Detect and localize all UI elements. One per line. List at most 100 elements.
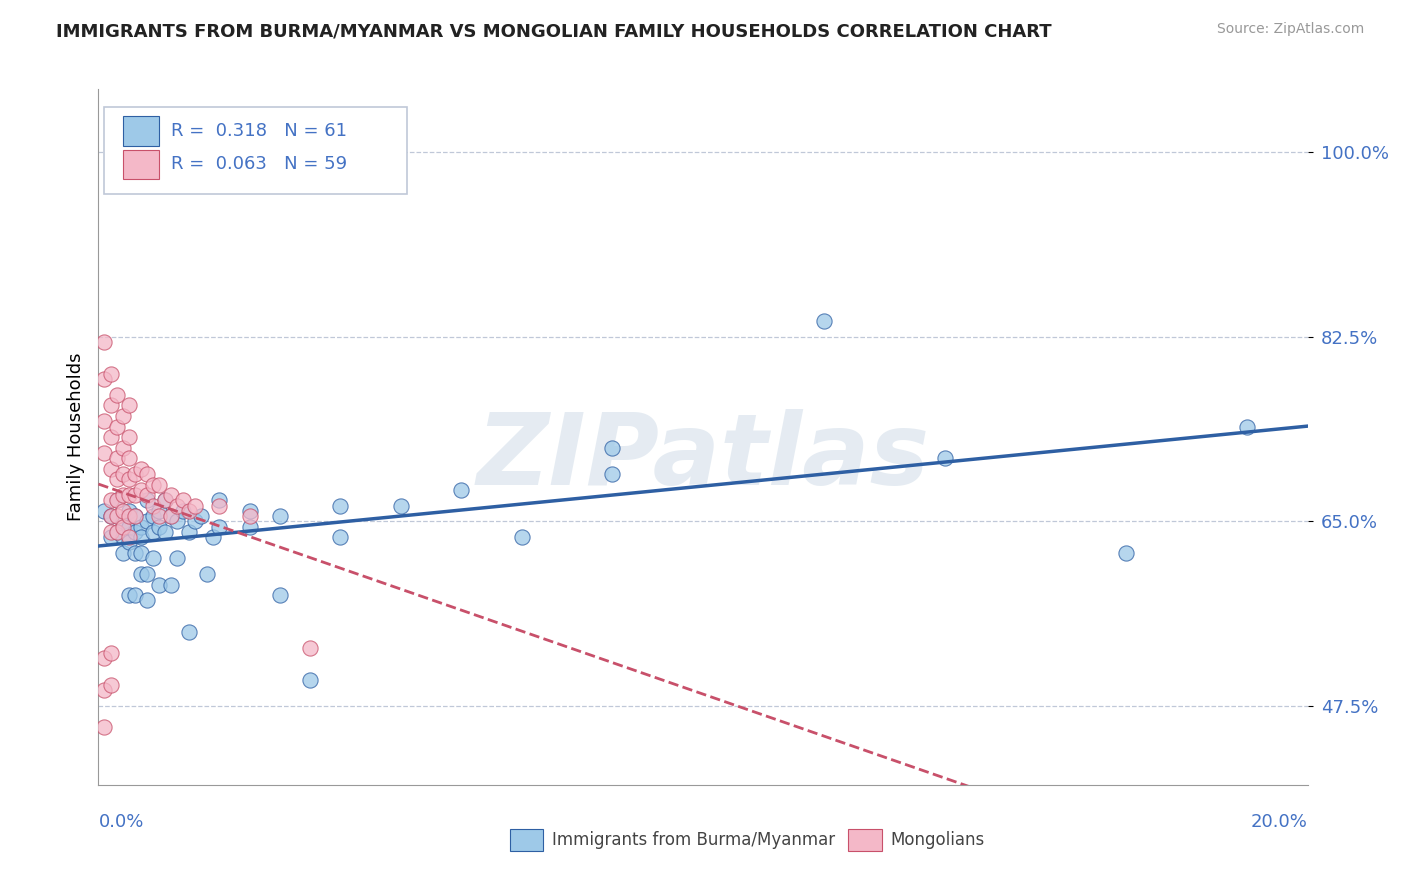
FancyBboxPatch shape bbox=[509, 829, 543, 851]
Point bbox=[100, 461, 122, 475]
Point bbox=[195, 567, 218, 582]
Point bbox=[111, 409, 134, 423]
Point bbox=[100, 524, 122, 539]
Point bbox=[389, 499, 412, 513]
Point bbox=[100, 509, 122, 524]
FancyBboxPatch shape bbox=[848, 829, 882, 851]
Point bbox=[124, 488, 146, 502]
Point bbox=[118, 519, 141, 533]
Point bbox=[172, 493, 194, 508]
Text: Mongolians: Mongolians bbox=[890, 831, 984, 849]
Point bbox=[166, 499, 188, 513]
Point bbox=[179, 524, 201, 539]
Point bbox=[93, 504, 115, 518]
Point bbox=[269, 588, 291, 602]
Text: R =  0.063   N = 59: R = 0.063 N = 59 bbox=[172, 155, 347, 173]
Point bbox=[93, 683, 115, 698]
Point bbox=[135, 488, 157, 502]
Y-axis label: Family Households: Family Households bbox=[66, 353, 84, 521]
Point bbox=[142, 509, 165, 524]
Point bbox=[124, 509, 146, 524]
Point bbox=[124, 588, 146, 602]
Point bbox=[450, 483, 472, 497]
Point bbox=[329, 499, 352, 513]
Point bbox=[184, 515, 207, 529]
Point bbox=[208, 519, 231, 533]
Point bbox=[813, 314, 835, 328]
Text: 20.0%: 20.0% bbox=[1251, 813, 1308, 830]
Point bbox=[190, 509, 212, 524]
Point bbox=[93, 720, 115, 734]
Point bbox=[105, 451, 128, 466]
Point bbox=[510, 530, 533, 544]
Point bbox=[179, 504, 201, 518]
Point bbox=[100, 678, 122, 692]
Point bbox=[142, 551, 165, 566]
Point bbox=[118, 530, 141, 544]
Point bbox=[153, 524, 176, 539]
Point bbox=[129, 530, 152, 544]
Point bbox=[105, 472, 128, 486]
Point bbox=[160, 509, 183, 524]
Point bbox=[111, 546, 134, 560]
Point bbox=[142, 499, 165, 513]
Point bbox=[100, 367, 122, 381]
Point bbox=[239, 519, 262, 533]
Point bbox=[153, 493, 176, 508]
Point bbox=[135, 515, 157, 529]
Point bbox=[105, 524, 128, 539]
Point bbox=[105, 524, 128, 539]
Point bbox=[135, 593, 157, 607]
Point bbox=[111, 441, 134, 455]
Point bbox=[166, 515, 188, 529]
Point bbox=[602, 441, 624, 455]
Point bbox=[100, 646, 122, 660]
Point bbox=[129, 546, 152, 560]
Point bbox=[1236, 419, 1258, 434]
Point bbox=[148, 477, 170, 491]
Point bbox=[1115, 546, 1137, 560]
Point bbox=[179, 625, 201, 640]
Point bbox=[111, 504, 134, 518]
Point bbox=[166, 551, 188, 566]
Point bbox=[118, 472, 141, 486]
Point bbox=[124, 546, 146, 560]
Point bbox=[329, 530, 352, 544]
Point bbox=[172, 504, 194, 518]
Point bbox=[111, 530, 134, 544]
Point bbox=[118, 399, 141, 413]
Point bbox=[111, 519, 134, 533]
Point bbox=[111, 515, 134, 529]
Point bbox=[93, 446, 115, 460]
Point bbox=[239, 509, 262, 524]
Point bbox=[100, 399, 122, 413]
Point bbox=[148, 519, 170, 533]
Point bbox=[111, 488, 134, 502]
Point bbox=[118, 430, 141, 444]
Point bbox=[160, 577, 183, 591]
Point bbox=[148, 509, 170, 524]
Point bbox=[93, 372, 115, 386]
Point bbox=[93, 651, 115, 665]
Point bbox=[299, 673, 322, 687]
Point bbox=[299, 640, 322, 655]
Point bbox=[100, 530, 122, 544]
FancyBboxPatch shape bbox=[122, 116, 159, 145]
Point bbox=[118, 535, 141, 549]
Point bbox=[269, 509, 291, 524]
Point bbox=[118, 504, 141, 518]
Point bbox=[160, 509, 183, 524]
Text: 0.0%: 0.0% bbox=[98, 813, 143, 830]
Point bbox=[129, 567, 152, 582]
Point bbox=[202, 530, 225, 544]
Point bbox=[124, 467, 146, 481]
Point bbox=[105, 493, 128, 508]
Point bbox=[105, 419, 128, 434]
Point bbox=[93, 414, 115, 428]
Point bbox=[208, 493, 231, 508]
Point bbox=[111, 467, 134, 481]
Point bbox=[118, 588, 141, 602]
Text: Immigrants from Burma/Myanmar: Immigrants from Burma/Myanmar bbox=[551, 831, 835, 849]
Point bbox=[100, 493, 122, 508]
Point bbox=[93, 335, 115, 350]
